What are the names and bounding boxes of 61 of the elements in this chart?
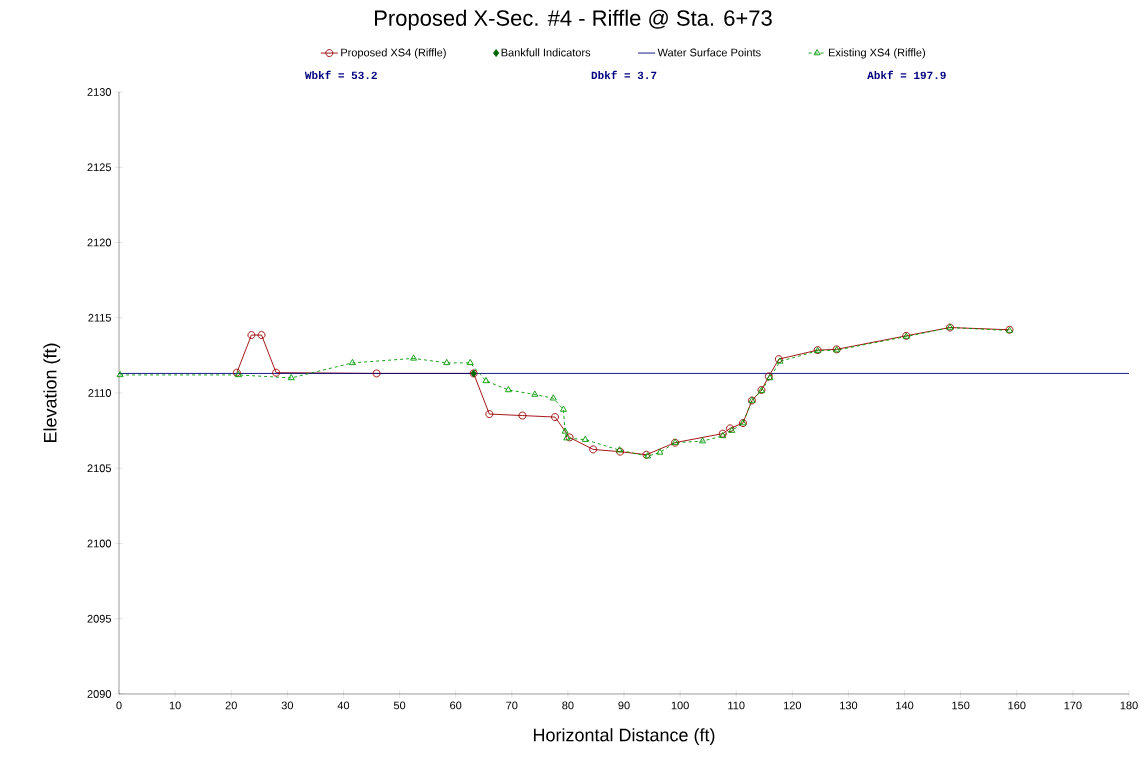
point	[372, 369, 381, 378]
x-tick-label: 160	[1008, 701, 1026, 710]
point	[116, 370, 124, 378]
point	[443, 358, 451, 366]
y-tick-label: 2100	[87, 539, 112, 548]
point	[410, 354, 418, 361]
point	[551, 413, 559, 422]
x-tick-label: 150	[952, 701, 970, 710]
x-tick-label: 70	[506, 701, 518, 710]
y-tick-label: 2130	[87, 88, 112, 96]
x-tick-label: 100	[671, 701, 689, 710]
y-tick-label: 2090	[87, 690, 112, 698]
y-tick-label: 2125	[87, 163, 111, 172]
point	[589, 445, 598, 454]
y-tick-label: 2110	[88, 389, 112, 397]
legend-label: Bankfull Indicators	[501, 48, 591, 57]
x-tick-label: 30	[281, 701, 294, 710]
text: Abkf = 197.9	[867, 70, 946, 80]
x-tick-label: 120	[784, 701, 802, 710]
x-axis-title: Horizontal Distance (ft)	[533, 728, 715, 745]
text: Dbkf = 3.7	[591, 70, 657, 80]
y-tick-label: 2095	[87, 614, 111, 623]
point	[272, 368, 281, 377]
text: Wbkf = 53.2	[304, 70, 377, 80]
point	[531, 390, 539, 397]
x-tick-label: 110	[728, 701, 745, 710]
point	[549, 394, 557, 401]
point	[581, 435, 589, 442]
point	[257, 331, 266, 339]
x-tick-label: 130	[840, 701, 858, 710]
y-tick-label: 2105	[87, 464, 111, 473]
point	[287, 373, 295, 381]
point	[485, 410, 494, 419]
chart-title: Proposed X-Sec. #4 - Riffle @ Sta. 6+73	[375, 9, 772, 31]
legend-label: Proposed XS4 (Riffle)	[341, 48, 446, 59]
point	[561, 427, 569, 434]
point	[518, 411, 527, 420]
x-tick-label: 20	[225, 701, 237, 710]
x-tick-label: 170	[1064, 701, 1082, 710]
point	[466, 358, 474, 366]
x-tick-label: 0	[116, 701, 122, 710]
x-tick-label: 40	[337, 701, 350, 710]
point	[504, 386, 512, 393]
point	[656, 448, 664, 455]
point	[559, 405, 567, 412]
x-tick-label: 90	[618, 701, 630, 710]
x-tick-label: 60	[450, 701, 462, 710]
point	[482, 377, 490, 384]
x-tick-label: 10	[169, 701, 181, 710]
point	[348, 358, 356, 366]
y-axis-title: Elevation (ft)	[43, 343, 61, 443]
legend-label: Existing XS4 (Riffle)	[828, 48, 925, 59]
point	[247, 331, 256, 339]
x-tick-label: 180	[1120, 701, 1138, 710]
legend-label: Water Surface Points	[657, 48, 761, 57]
x-tick-label: 80	[562, 701, 574, 710]
y-tick-label: 2120	[87, 238, 112, 247]
x-tick-label: 140	[896, 701, 914, 710]
x-tick-label: 50	[393, 701, 406, 710]
y-tick-label: 2115	[88, 313, 111, 322]
point	[699, 437, 707, 444]
